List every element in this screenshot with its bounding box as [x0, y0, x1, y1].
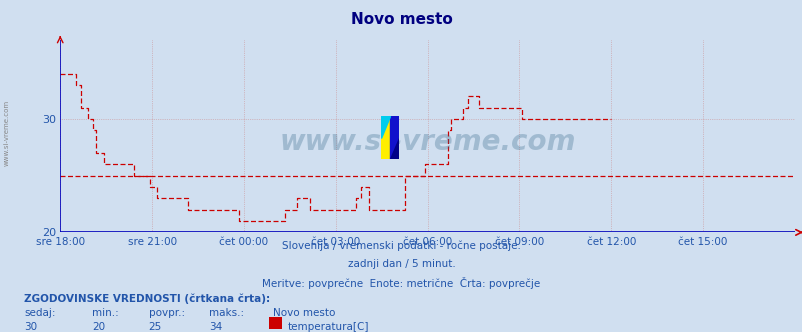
Text: Novo mesto: Novo mesto: [273, 308, 335, 318]
Text: 20: 20: [92, 322, 105, 332]
Polygon shape: [381, 116, 390, 138]
Text: povpr.:: povpr.:: [148, 308, 184, 318]
Text: Novo mesto: Novo mesto: [350, 12, 452, 27]
Text: www.si-vreme.com: www.si-vreme.com: [279, 128, 575, 156]
Text: sedaj:: sedaj:: [24, 308, 55, 318]
Text: 30: 30: [24, 322, 37, 332]
Text: Slovenija / vremenski podatki - ročne postaje.: Slovenija / vremenski podatki - ročne po…: [282, 241, 520, 251]
Text: min.:: min.:: [92, 308, 119, 318]
Bar: [381, 116, 390, 159]
Text: 25: 25: [148, 322, 162, 332]
Text: temperatura[C]: temperatura[C]: [287, 322, 368, 332]
Text: www.si-vreme.com: www.si-vreme.com: [3, 100, 10, 166]
Text: Meritve: povprečne  Enote: metrične  Črta: povprečje: Meritve: povprečne Enote: metrične Črta:…: [262, 277, 540, 289]
Text: zadnji dan / 5 minut.: zadnji dan / 5 minut.: [347, 259, 455, 269]
Text: 34: 34: [209, 322, 222, 332]
Text: maks.:: maks.:: [209, 308, 244, 318]
Text: ZGODOVINSKE VREDNOSTI (črtkana črta):: ZGODOVINSKE VREDNOSTI (črtkana črta):: [24, 294, 270, 304]
Polygon shape: [390, 138, 399, 159]
Bar: [390, 116, 399, 159]
